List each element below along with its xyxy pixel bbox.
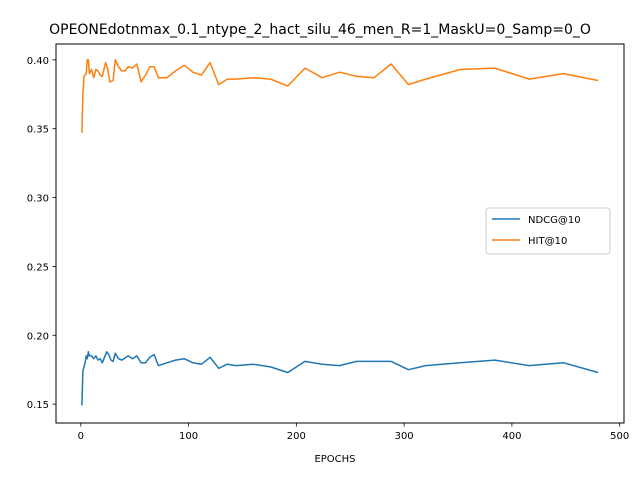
x-tick-label: 100 bbox=[179, 431, 198, 442]
y-axis-ticks: 0.15 0.20 0.25 0.30 0.35 0.40 bbox=[27, 56, 56, 411]
legend-entry: HIT@10 bbox=[528, 236, 567, 247]
x-tick-label: 400 bbox=[502, 431, 521, 442]
y-tick-label: 0.15 bbox=[27, 400, 49, 411]
x-tick-label: 300 bbox=[395, 431, 414, 442]
series-line-ndcg-10 bbox=[81, 351, 599, 406]
plot-frame bbox=[55, 43, 625, 424]
x-tick-label: 200 bbox=[287, 431, 306, 442]
y-tick-label: 0.40 bbox=[27, 56, 49, 67]
x-tick-label: 0 bbox=[78, 431, 84, 442]
x-axis-ticks: 0 100 200 300 400 500 bbox=[78, 423, 629, 442]
plot-lines bbox=[81, 59, 599, 406]
chart-title: OPEONEdotnmax_0.1_ntype_2_hact_silu_46_m… bbox=[49, 22, 591, 38]
series-line-hit-10 bbox=[81, 59, 599, 133]
y-tick-label: 0.30 bbox=[27, 194, 49, 205]
x-axis-label: EPOCHS bbox=[314, 454, 355, 465]
y-tick-label: 0.35 bbox=[27, 125, 49, 136]
legend: NDCG@10 HIT@10 bbox=[485, 207, 611, 255]
legend-entry: NDCG@10 bbox=[528, 215, 581, 226]
x-tick-label: 500 bbox=[610, 431, 629, 442]
y-tick-label: 0.20 bbox=[27, 331, 49, 342]
y-tick-label: 0.25 bbox=[27, 262, 49, 273]
